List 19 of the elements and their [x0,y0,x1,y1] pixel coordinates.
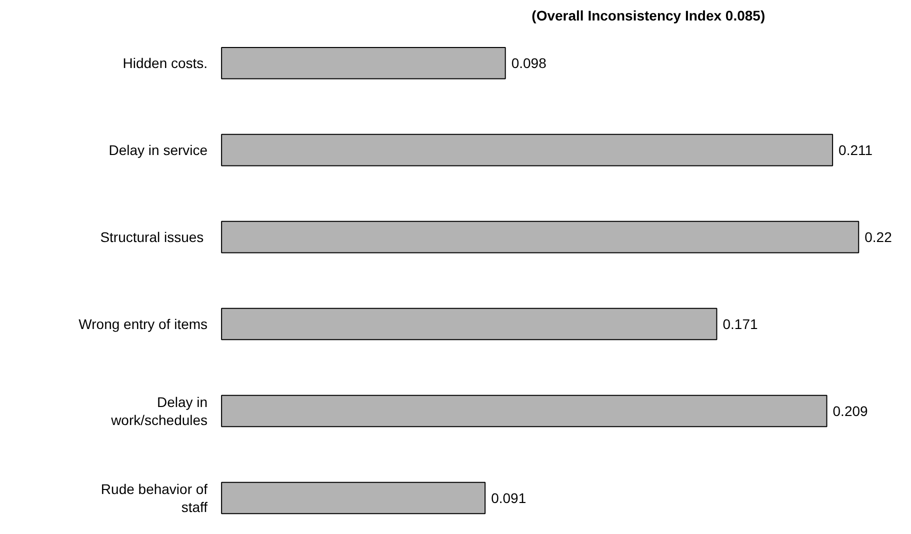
y-tick-label: Delay in work/schedules [110,394,208,428]
bar [221,308,718,340]
y-tick-label: Delay in service [108,142,208,158]
bar [221,46,506,80]
data-label: 0.22 [864,229,892,246]
data-label: 0.211 [838,142,873,158]
data-label: 0.098 [511,55,547,72]
chart-title: (Overall Inconsistency Index 0.085) [532,7,766,24]
data-label: 0.091 [491,490,526,506]
y-tick-label: Structural issues [100,229,204,246]
y-tick-label: Hidden costs. [122,55,208,72]
y-tick-label: Wrong entry of items [78,316,208,332]
bar [221,220,860,254]
bar [221,134,834,166]
bar [221,482,486,514]
bar [221,394,828,428]
y-tick-label: Rude behavior of staff [100,481,208,515]
data-label: 0.171 [722,316,758,332]
data-label: 0.209 [832,403,868,419]
